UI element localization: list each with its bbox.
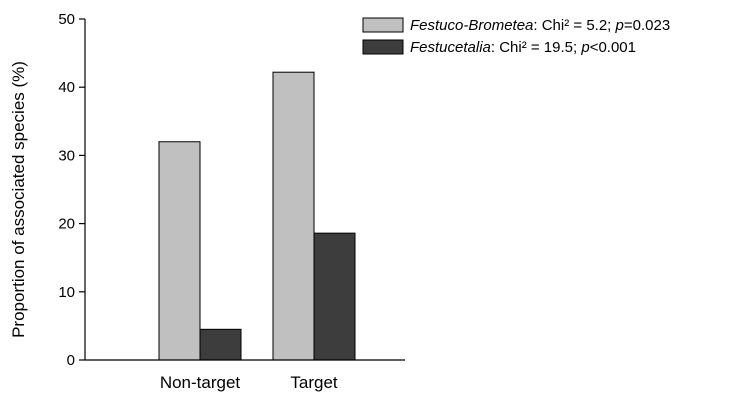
- legend-swatch: [362, 17, 404, 33]
- legend-entry: Festucetalia: Chi² = 19.5; p<0.001: [410, 39, 636, 56]
- legend-italic: Festuco-Brometea: [410, 17, 533, 34]
- y-tick-label: 10: [58, 284, 75, 301]
- y-tick-label: 20: [58, 216, 75, 233]
- legend-stat: : Chi² = 19.5;: [491, 39, 581, 56]
- x-tick-label: Target: [290, 373, 338, 392]
- legend-pval: =0.023: [624, 17, 670, 34]
- bars-group: [158, 71, 356, 361]
- y-tick-label: 0: [67, 352, 75, 369]
- legend-italic: Festucetalia: [410, 39, 491, 56]
- legend-swatch: [362, 39, 404, 55]
- x-tick-labels-group: Non-target Target: [160, 373, 338, 392]
- y-tick-label: 50: [58, 11, 75, 28]
- x-tick-label: Non-target: [160, 373, 241, 392]
- legend-stat: : Chi² = 5.2;: [533, 17, 615, 34]
- y-tick-label: 30: [58, 147, 75, 164]
- legend-p: p: [580, 39, 589, 56]
- axes-group: [84, 19, 405, 361]
- bar-festucetalia-target: [313, 232, 356, 361]
- legend-p: p: [615, 17, 624, 34]
- legend-pval: <0.001: [590, 39, 636, 56]
- legend: Festuco-Brometea: Chi² = 5.2; p=0.023Fes…: [362, 17, 670, 56]
- legend-entry: Festuco-Brometea: Chi² = 5.2; p=0.023: [410, 17, 670, 34]
- bar-festuco-brometea-target: [272, 71, 315, 361]
- y-axis-title: Proportion of associated species (%): [9, 61, 28, 338]
- y-tick-label: 40: [58, 79, 75, 96]
- y-ticks-group: 0 10 20 30 40 50: [58, 11, 85, 369]
- bar-festuco-brometea-non-target: [158, 141, 201, 361]
- bar-festucetalia-non-target: [199, 328, 242, 361]
